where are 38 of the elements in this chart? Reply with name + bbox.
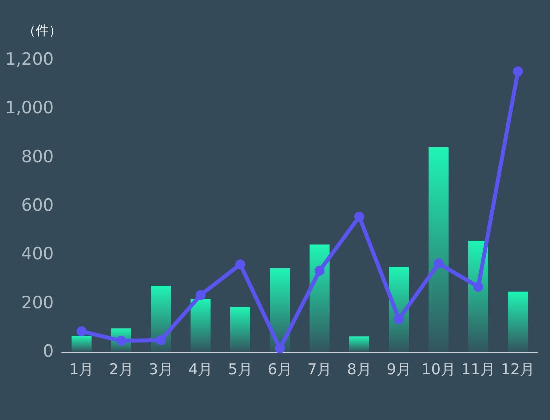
y-tick-label: 1,000 [5,98,54,119]
x-tick-label: 6月 [268,360,292,378]
point [513,66,524,77]
x-tick-label: 9月 [386,360,412,378]
y-tick-label: 400 [22,244,54,265]
x-tick-label: 12月 [501,360,536,378]
point [314,266,325,276]
y-tick-label: 1,200 [5,50,54,70]
x-tick-label: 1月 [70,360,94,378]
point [156,335,166,346]
y-tick-label: 600 [22,196,54,216]
x-tick-label: 4月 [188,360,214,378]
bar [508,292,528,352]
point [196,290,206,300]
x-tick-label: 5月 [228,360,253,378]
x-tick-label: 2月 [109,360,134,378]
bar [72,336,92,352]
bar [190,299,211,352]
x-tick-label: 7月 [308,360,332,378]
bar [428,147,449,352]
point [236,260,246,270]
point [474,282,484,292]
bar [350,336,370,352]
point [394,314,404,324]
point [354,212,364,222]
y-tick-label: 0 [43,342,54,362]
x-tick-label: 11月 [461,360,496,378]
bar [310,244,330,352]
x-tick-label: 3月 [148,360,174,378]
point [76,326,87,337]
y-axis-title: （件） [23,24,62,39]
point [275,344,286,354]
x-tick-label: 8月 [347,360,372,378]
point [434,258,444,269]
y-tick-label: 800 [22,147,54,168]
bar [230,307,250,352]
x-tick-label: 10月 [422,360,456,378]
y-tick-label: 200 [22,293,54,314]
